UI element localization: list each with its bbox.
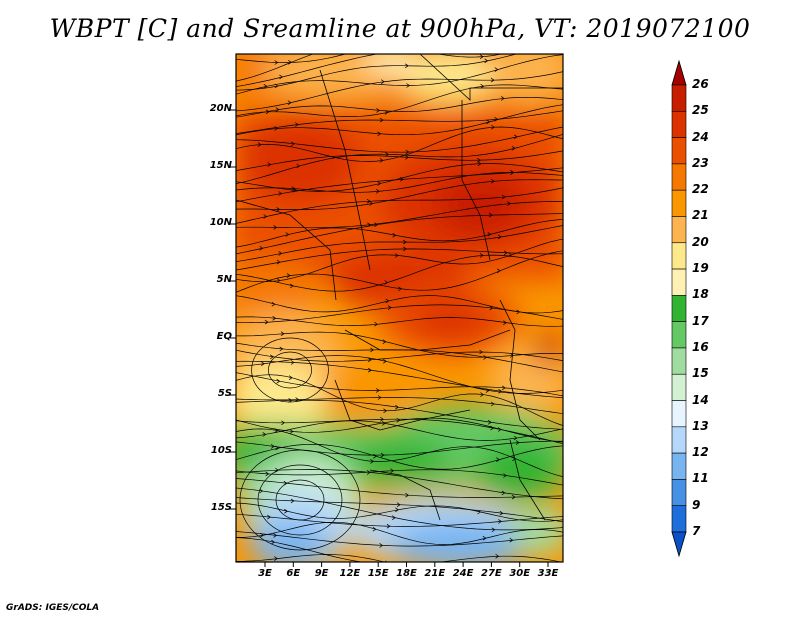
colorbar-label: 19 [692,261,709,276]
lat-label: 20N [209,103,232,114]
country-boundaries [236,54,563,521]
colorbar-label: 13 [692,418,709,433]
colorbar-swatch [671,163,687,191]
colorbar-label: 15 [692,366,709,381]
lat-label: 10N [209,217,232,228]
colorbar-label: 23 [692,155,709,170]
colorbar-swatch [671,110,687,138]
lat-label: EQ [216,331,232,342]
colorbar-label: 26 [692,77,709,91]
lon-label: 18E [396,568,417,579]
colorbar-swatch [671,321,687,349]
colorbar-swatch [671,242,687,270]
colorbar-swatch [671,295,687,322]
colorbar-swatch [671,189,687,217]
lon-label: 24E [452,568,474,579]
lon-label: 9E [314,568,329,579]
colorbar-swatch [671,505,687,533]
colorbar-top-arrow [671,59,687,86]
lat-label: 5N [216,274,232,285]
colorbar-label: 16 [692,339,709,354]
colorbar-label: 18 [692,287,709,302]
lon-label: 6E [286,568,301,579]
colorbar-swatch [671,268,687,296]
colorbar-label: 24 [692,129,709,144]
colorbar-swatch [671,373,687,401]
colorbar-label: 12 [692,445,709,460]
colorbar-swatch [671,84,687,112]
colorbar-label: 20 [692,234,709,249]
lat-label: 15S [210,502,232,513]
lon-label: 33E [537,568,559,579]
credit-text: GrADS: IGES/COLA [6,603,100,613]
colorbar-label: 22 [692,182,709,197]
streamlines [236,54,563,562]
colorbar-swatch [671,479,687,507]
lat-label: 15N [209,160,232,171]
colorbar-bottom-arrow [671,531,687,558]
lon-label: 3E [258,568,272,579]
lat-label: 5S [217,388,232,399]
colorbar-label: 9 [692,497,701,512]
colorbar-swatch [671,216,687,244]
colorbar-label: 11 [692,471,709,486]
axis-ticks [230,109,549,567]
colorbar-swatch [671,452,687,480]
colorbar [671,59,687,558]
map-frame [235,53,564,563]
lon-label: 30E [509,568,531,579]
colorbar-swatch [671,400,687,428]
colorbar-swatch [671,426,687,454]
colorbar-label: 14 [692,392,709,407]
colorbar-label: 21 [692,208,709,223]
colorbar-label: 7 [692,524,701,538]
colorbar-swatch [671,347,687,375]
page-title: WBPT [C] and Sreamline at 900hPa, VT: 20… [49,14,751,43]
wbpt-field [236,54,563,562]
lon-label: 12E [339,568,361,579]
lat-label: 10S [210,445,232,456]
lon-label: 15E [367,568,389,579]
colorbar-label: 25 [692,103,709,118]
lon-label: 21E [424,568,446,579]
colorbar-swatch [671,137,687,165]
colorbar-label: 17 [692,313,709,328]
lon-label: 27E [481,568,502,579]
